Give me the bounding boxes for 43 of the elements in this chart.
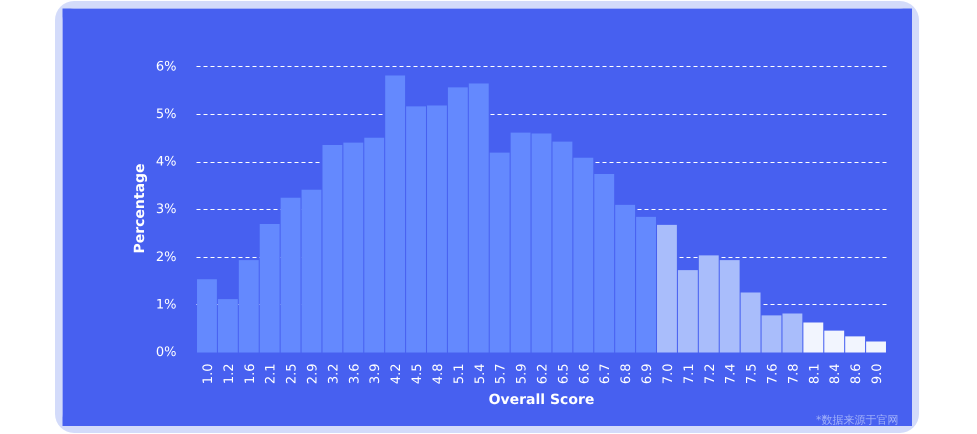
x-tick-label: 4.5 [410, 363, 426, 384]
x-tick-label: 8.1 [807, 363, 822, 384]
x-tick-label: 5.7 [494, 363, 509, 384]
x-tick-label: 8.6 [849, 363, 864, 384]
y-tick-label: 3% [156, 202, 176, 218]
x-tick-label: 6.5 [556, 363, 572, 384]
y-tick-label: 5% [156, 106, 176, 122]
x-tick-label: 1.2 [222, 363, 237, 384]
x-tick-label: 6.2 [536, 363, 550, 384]
x-tick-label: 6.9 [640, 363, 656, 384]
x-tick-label: 7.1 [682, 363, 697, 384]
x-tick-label: 2.9 [306, 363, 320, 384]
x-tick-label: 1.0 [200, 363, 216, 384]
x-tick-label: 5.1 [452, 363, 467, 384]
x-tick-label: 4.2 [389, 363, 404, 384]
x-tick-label: 5.4 [472, 363, 488, 384]
x-tick-label: 2.1 [264, 363, 279, 384]
x-tick-label: 7.2 [702, 363, 718, 384]
x-tick-label: 1.6 [242, 363, 258, 384]
x-tick-label: 3.2 [326, 363, 342, 384]
y-tick-label: 0% [156, 345, 176, 360]
x-tick-label: 9.0 [870, 363, 886, 384]
y-tick-label: 4% [156, 154, 176, 170]
x-tick-label: 7.5 [744, 363, 760, 384]
x-axis-title: Overall Score [488, 392, 594, 408]
x-tick-label: 3.6 [347, 363, 362, 384]
text: *数据来源于官网 [816, 414, 898, 426]
x-tick-label: 6.7 [598, 363, 614, 384]
y-tick-label: 6% [156, 59, 176, 74]
x-tick-label: 8.4 [828, 363, 844, 384]
x-tick-label: 7.4 [724, 363, 739, 384]
x-tick-label: 7.6 [766, 363, 780, 384]
y-axis-title: Percentage [132, 163, 148, 254]
x-tick-label: 3.9 [368, 363, 384, 384]
x-tick-label: 5.9 [514, 363, 530, 384]
x-tick-label: 6.6 [577, 363, 592, 384]
y-tick-label: 1% [156, 297, 176, 312]
x-tick-label: 6.8 [619, 363, 634, 384]
x-tick-label: 7.8 [786, 363, 802, 384]
x-tick-label: 7.0 [660, 363, 676, 384]
y-tick-label: 2% [156, 250, 176, 265]
x-tick-label: 2.5 [284, 363, 300, 384]
x-tick-label: 4.8 [430, 363, 446, 384]
